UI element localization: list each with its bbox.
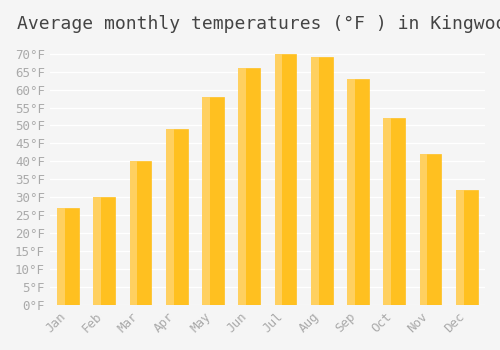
Title: Average monthly temperatures (°F ) in Kingwood: Average monthly temperatures (°F ) in Ki…: [18, 15, 500, 33]
Bar: [311, 57, 318, 305]
Bar: [94, 197, 115, 305]
Bar: [94, 197, 101, 305]
Bar: [57, 208, 79, 305]
Bar: [347, 79, 369, 305]
Bar: [166, 129, 188, 305]
Bar: [202, 97, 210, 305]
Bar: [130, 161, 152, 305]
Bar: [420, 154, 442, 305]
Bar: [57, 208, 64, 305]
Bar: [238, 68, 260, 305]
Bar: [274, 54, 282, 305]
Bar: [311, 57, 332, 305]
Bar: [130, 161, 138, 305]
Bar: [456, 190, 464, 305]
Bar: [202, 97, 224, 305]
Bar: [384, 118, 391, 305]
Bar: [456, 190, 477, 305]
Bar: [238, 68, 246, 305]
Bar: [420, 154, 428, 305]
Bar: [347, 79, 355, 305]
Bar: [274, 54, 296, 305]
Bar: [166, 129, 173, 305]
Bar: [384, 118, 405, 305]
